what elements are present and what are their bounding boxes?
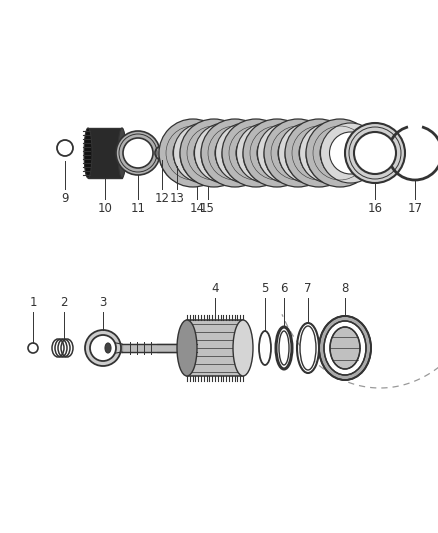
Ellipse shape <box>258 123 318 183</box>
Text: 15: 15 <box>200 202 215 215</box>
Ellipse shape <box>285 124 353 186</box>
Ellipse shape <box>90 335 116 361</box>
Text: 10: 10 <box>98 202 113 215</box>
Ellipse shape <box>279 128 339 182</box>
Ellipse shape <box>215 128 276 182</box>
Ellipse shape <box>319 316 371 380</box>
Ellipse shape <box>105 343 111 353</box>
Ellipse shape <box>278 133 318 173</box>
Ellipse shape <box>321 123 381 183</box>
Text: 17: 17 <box>407 202 423 215</box>
Ellipse shape <box>320 133 360 173</box>
Ellipse shape <box>243 124 311 186</box>
Ellipse shape <box>330 327 360 369</box>
Ellipse shape <box>243 119 311 187</box>
Ellipse shape <box>354 132 396 174</box>
Ellipse shape <box>173 128 233 182</box>
Text: 4: 4 <box>211 282 219 295</box>
Ellipse shape <box>236 133 276 173</box>
Ellipse shape <box>222 119 290 187</box>
Ellipse shape <box>287 132 329 174</box>
Ellipse shape <box>215 133 255 173</box>
Ellipse shape <box>194 133 234 173</box>
Ellipse shape <box>225 132 266 174</box>
Ellipse shape <box>266 132 308 174</box>
Ellipse shape <box>329 132 371 174</box>
Ellipse shape <box>201 119 269 187</box>
Ellipse shape <box>306 119 374 187</box>
Text: 12: 12 <box>155 192 170 205</box>
Ellipse shape <box>246 132 287 174</box>
Ellipse shape <box>215 123 276 183</box>
Ellipse shape <box>308 132 350 174</box>
Ellipse shape <box>257 133 297 173</box>
Text: 14: 14 <box>190 202 205 215</box>
Ellipse shape <box>237 123 297 183</box>
Ellipse shape <box>123 138 153 168</box>
Bar <box>88 128 122 178</box>
Ellipse shape <box>177 320 197 376</box>
Text: 16: 16 <box>367 202 382 215</box>
Text: 13: 13 <box>170 192 184 205</box>
Text: 2: 2 <box>60 296 68 309</box>
Text: 8: 8 <box>341 282 349 295</box>
Ellipse shape <box>233 320 253 376</box>
Ellipse shape <box>324 321 366 375</box>
Ellipse shape <box>306 124 374 186</box>
Text: 6: 6 <box>280 282 288 295</box>
Bar <box>187 320 243 376</box>
Ellipse shape <box>285 119 353 187</box>
Ellipse shape <box>204 132 246 174</box>
Ellipse shape <box>300 123 360 183</box>
Text: 3: 3 <box>99 296 107 309</box>
Ellipse shape <box>264 119 332 187</box>
Ellipse shape <box>258 128 318 182</box>
Ellipse shape <box>279 123 339 183</box>
Ellipse shape <box>118 128 126 178</box>
Ellipse shape <box>300 128 360 182</box>
Ellipse shape <box>321 128 381 182</box>
Ellipse shape <box>159 119 227 187</box>
Text: 7: 7 <box>304 282 312 295</box>
Ellipse shape <box>116 131 160 175</box>
Text: 5: 5 <box>261 282 268 295</box>
Ellipse shape <box>173 133 213 173</box>
Text: 11: 11 <box>131 202 145 215</box>
Ellipse shape <box>85 330 121 366</box>
Ellipse shape <box>183 132 225 174</box>
Ellipse shape <box>222 124 290 186</box>
Ellipse shape <box>194 128 254 182</box>
Ellipse shape <box>345 123 405 183</box>
Ellipse shape <box>180 119 248 187</box>
Ellipse shape <box>159 124 227 186</box>
Ellipse shape <box>264 124 332 186</box>
Text: 9: 9 <box>61 192 69 205</box>
Ellipse shape <box>279 331 289 365</box>
Ellipse shape <box>180 124 248 186</box>
Ellipse shape <box>299 133 339 173</box>
Ellipse shape <box>173 123 233 183</box>
Ellipse shape <box>300 326 316 370</box>
Ellipse shape <box>194 123 254 183</box>
Text: 1: 1 <box>29 296 37 309</box>
Ellipse shape <box>201 124 269 186</box>
Ellipse shape <box>84 128 92 178</box>
Ellipse shape <box>237 128 297 182</box>
